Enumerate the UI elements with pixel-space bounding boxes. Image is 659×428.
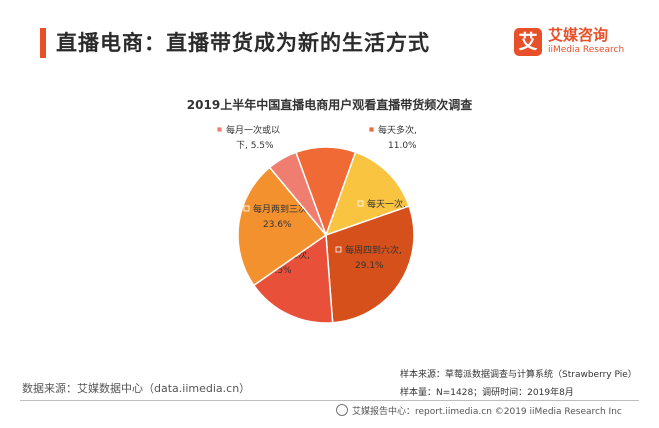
slice-data-label: 每周四到六次, 29.1% — [345, 244, 402, 271]
slice-data-label: 每月两到三次, 23.6% — [253, 203, 310, 230]
header-accent-bar — [40, 28, 46, 58]
sample-size: 样本量：N=1428；调研时间：2019年8月 — [400, 388, 574, 398]
logo-mark: 艾 — [514, 28, 542, 56]
slice-label-marker — [243, 205, 250, 212]
logo-subtitle: iiMedia Research — [548, 45, 625, 55]
pie-slice — [252, 233, 334, 324]
pie-slice — [268, 151, 327, 236]
slice-label-marker — [368, 126, 375, 133]
footer-text: 艾媒报告中心：report.iimedia.cn ©2019 iiMedia R… — [352, 407, 622, 417]
slice-data-label: 每月一次或以下, 5.5% — [226, 124, 280, 151]
footer-divider — [20, 400, 639, 401]
slice-label-marker — [335, 246, 342, 253]
report-center-icon — [336, 404, 348, 416]
sample-info: 样本来源：草莓派数据调查与计算系统（Strawberry Pie） 样本量：N=… — [400, 366, 637, 402]
pie-slice — [324, 151, 411, 237]
slice-label-marker — [357, 200, 364, 207]
brand-logo: 艾 艾媒咨询 iiMedia Research — [514, 26, 636, 60]
slice-data-label: 每天多次, 11.0% — [378, 124, 417, 151]
data-source: 数据来源：艾媒数据中心（data.iimedia.cn） — [22, 382, 251, 395]
logo-name: 艾媒咨询 — [548, 26, 609, 44]
page-title: 直播电商：直播带货成为新的生活方式 — [56, 31, 430, 55]
footer: 艾媒报告中心：report.iimedia.cn ©2019 iiMedia R… — [336, 404, 622, 417]
pie-slice — [237, 166, 328, 287]
pie-slice — [325, 205, 415, 324]
slice-label-marker — [216, 126, 223, 133]
chart-title: 2019上半年中国直播电商用户观看直播带货频次调查 — [186, 98, 473, 112]
sample-source: 样本来源：草莓派数据调查与计算系统（Strawberry Pie） — [400, 370, 637, 380]
